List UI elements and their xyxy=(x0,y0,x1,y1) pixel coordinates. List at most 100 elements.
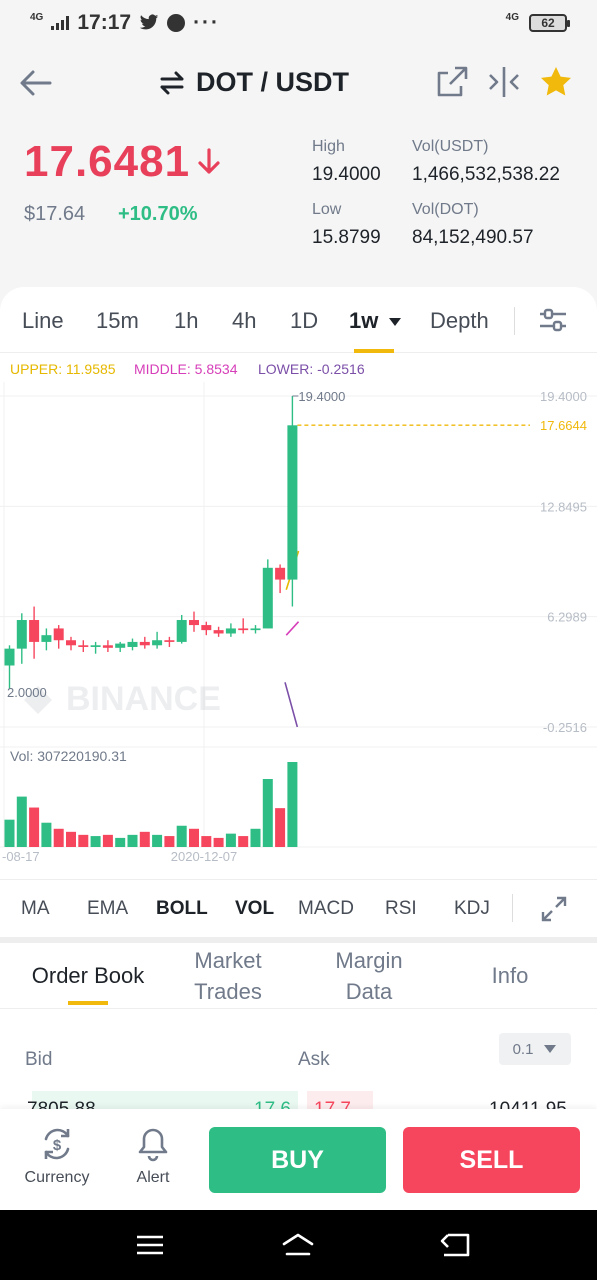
sell-button[interactable]: SELL xyxy=(403,1127,580,1193)
network-badge-right: 4G xyxy=(505,11,519,23)
volume-bar xyxy=(250,828,261,847)
volume-bar xyxy=(189,828,199,847)
ask-price[interactable]: 17.7 xyxy=(314,1099,351,1109)
ind-rsi[interactable]: RSI xyxy=(385,898,417,919)
order-book: Bid Ask 0.1 7805.88 17.6 17.7 10411.95 xyxy=(0,1009,597,1109)
current-price-label: 17.6644 xyxy=(540,418,587,433)
tab-1h[interactable]: 1h xyxy=(174,308,199,333)
volume-bar xyxy=(139,831,150,847)
stat-vol-dot: Vol(DOT) 84,152,490.57 xyxy=(412,201,534,249)
ind-ema[interactable]: EMA xyxy=(87,898,129,919)
candle-body xyxy=(102,645,113,648)
candle-body xyxy=(225,628,236,634)
pair-title[interactable]: DOT / USDT xyxy=(158,67,349,98)
precision-select[interactable]: 0.1 xyxy=(499,1033,571,1065)
fullscreen-icon[interactable] xyxy=(540,895,568,923)
candle-body xyxy=(16,620,27,649)
high-label: 19.4000 xyxy=(298,389,345,404)
volume-bar xyxy=(90,836,101,847)
volume-bar xyxy=(213,837,224,847)
ask-qty[interactable]: 10411.95 xyxy=(489,1099,567,1109)
boll-lower-line xyxy=(284,682,299,728)
volume-bar xyxy=(4,819,15,847)
star-icon[interactable] xyxy=(539,65,573,99)
back-icon[interactable] xyxy=(438,1230,472,1260)
order-book-tabs: Order Book Market Trades Margin Data Inf… xyxy=(0,943,597,1009)
tab-info[interactable]: Info xyxy=(491,963,529,988)
y-tick-label: 12.8495 xyxy=(540,499,587,514)
action-bar: $ Currency Alert BUY SELL xyxy=(0,1109,597,1210)
watermark-text: BINANCE xyxy=(66,680,221,718)
boll-middle-line xyxy=(285,621,300,636)
system-nav-bar xyxy=(0,1210,597,1280)
status-right: 4G 62 xyxy=(505,11,570,32)
bell-icon xyxy=(138,1128,168,1162)
binance-logo-icon xyxy=(24,686,52,714)
tab-1d[interactable]: 1D xyxy=(290,308,319,333)
svg-text:$: $ xyxy=(53,1137,62,1154)
alert-button[interactable]: Alert xyxy=(130,1125,176,1187)
currency-button[interactable]: $ Currency xyxy=(22,1125,92,1187)
compare-icon[interactable] xyxy=(487,65,521,99)
volume-label: Vol: 307220190.31 xyxy=(10,748,127,764)
status-time: 17:17 xyxy=(77,11,132,34)
ask-header: Ask xyxy=(298,1049,330,1070)
ind-vol[interactable]: VOL xyxy=(235,898,275,919)
buy-button[interactable]: BUY xyxy=(209,1127,386,1193)
tab-order-book[interactable]: Order Book xyxy=(31,963,145,988)
candle-body xyxy=(53,628,64,641)
bid-price[interactable]: 17.6 xyxy=(254,1099,291,1109)
candle-body xyxy=(189,620,199,626)
volume-bar xyxy=(127,834,138,847)
menu-icon[interactable] xyxy=(133,1230,167,1260)
external-link-icon[interactable] xyxy=(435,65,469,99)
volume-bar xyxy=(262,779,273,847)
ask-depth-bar xyxy=(307,1091,373,1109)
battery-icon: 62 xyxy=(529,14,570,32)
ind-kdj[interactable]: KDJ xyxy=(454,898,490,919)
volume-bar xyxy=(287,762,298,847)
candles xyxy=(4,396,298,690)
stat-vol-usdt-label: Vol(USDT) xyxy=(412,138,489,155)
volume-bar xyxy=(152,834,163,847)
last-price-value: 17.6481 xyxy=(24,137,191,186)
stat-low: Low 15.8799 xyxy=(312,201,381,249)
back-arrow-icon[interactable] xyxy=(18,65,54,101)
bid-qty[interactable]: 7805.88 xyxy=(27,1099,96,1109)
candle-body xyxy=(139,641,150,646)
tab-4h[interactable]: 4h xyxy=(232,308,257,333)
tab-1w[interactable]: 1w xyxy=(349,308,402,334)
candlestick-chart[interactable]: BINANCE 19.4000 12.8495 6.2989 -0.2516 17.66… xyxy=(0,382,597,867)
currency-exchange-icon: $ xyxy=(44,1128,70,1160)
tab-15m[interactable]: 15m xyxy=(96,308,139,333)
status-more: ··· xyxy=(193,11,221,34)
ind-macd[interactable]: MACD xyxy=(298,898,354,919)
tab-line[interactable]: Line xyxy=(22,308,64,333)
status-bar: 4G 17:17 ··· 4G 62 xyxy=(0,0,597,46)
tab-margin-data[interactable]: Margin Data xyxy=(335,948,403,1004)
stat-low-label: Low xyxy=(312,201,342,218)
tab-market-trades[interactable]: Market Trades xyxy=(194,948,262,1004)
volume-bar xyxy=(102,834,113,847)
tab-depth[interactable]: Depth xyxy=(430,308,489,333)
x-tick-label: -08-17 xyxy=(2,849,40,864)
home-icon[interactable] xyxy=(281,1230,315,1260)
boll-middle-label: MIDDLE: 5.8534 xyxy=(134,361,238,377)
stat-low-value: 15.8799 xyxy=(312,227,381,248)
ind-ma[interactable]: MA xyxy=(21,898,50,919)
tab-1w-label: 1w xyxy=(349,308,379,333)
volume-bars xyxy=(4,762,298,847)
stat-vol-dot-label: Vol(DOT) xyxy=(412,201,479,218)
candle-body xyxy=(115,643,126,648)
ind-boll[interactable]: BOLL xyxy=(156,898,208,919)
stat-vol-dot-value: 84,152,490.57 xyxy=(412,227,534,248)
volume-bar xyxy=(225,833,236,847)
interval-tabs: Line 15m 1h 4h 1D 1w Depth xyxy=(0,287,597,353)
candle-body xyxy=(66,640,76,646)
price-change: +10.70% xyxy=(118,203,198,225)
volume-bar xyxy=(238,836,249,847)
ob-active-underline xyxy=(68,1001,108,1005)
chart-settings-icon[interactable] xyxy=(538,307,568,333)
stat-vol-usdt: Vol(USDT) 1,466,532,538.22 xyxy=(412,138,560,186)
y-tick-label: -0.2516 xyxy=(543,720,587,735)
